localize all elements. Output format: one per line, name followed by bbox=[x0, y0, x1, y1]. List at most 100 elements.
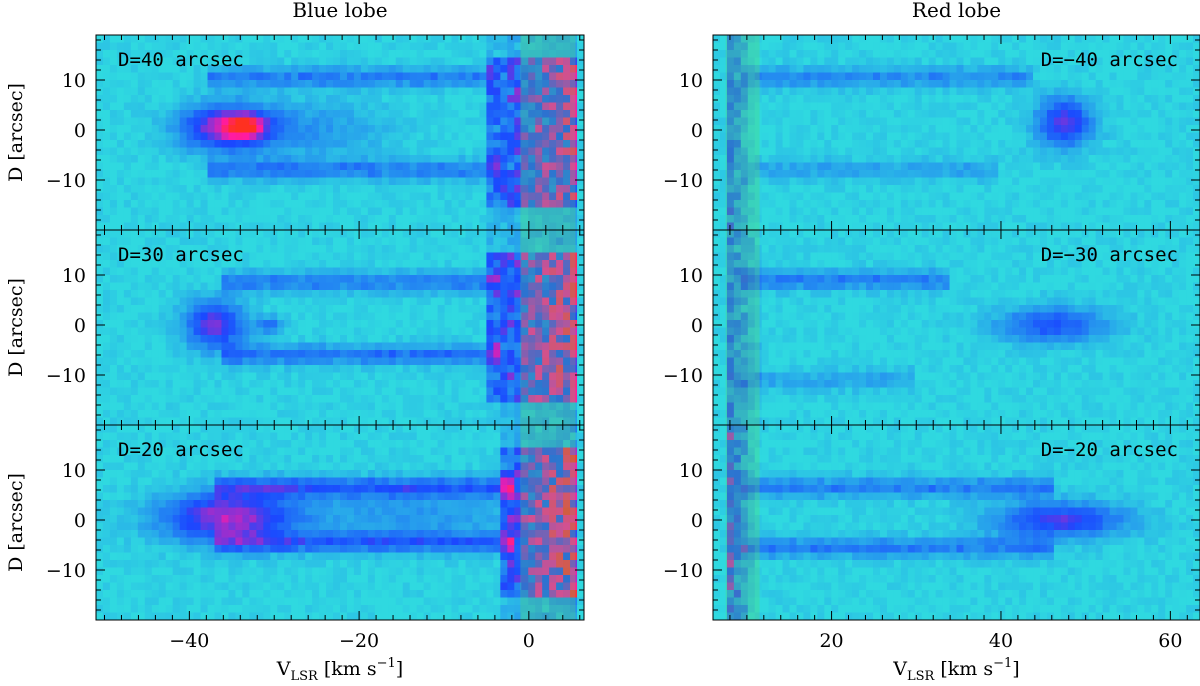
heatmap-cell bbox=[514, 222, 522, 231]
heatmap-cell bbox=[130, 365, 139, 373]
heatmap-cell bbox=[137, 537, 146, 546]
heatmap-cell bbox=[242, 222, 250, 231]
heatmap-cell bbox=[221, 297, 229, 306]
heatmap-cell bbox=[500, 455, 508, 463]
heatmap-cell bbox=[193, 132, 202, 141]
heatmap-cell bbox=[528, 470, 536, 478]
heatmap-cell bbox=[151, 335, 160, 343]
heatmap-cell bbox=[353, 57, 362, 66]
heatmap-cell bbox=[179, 365, 188, 373]
heatmap-cell bbox=[123, 357, 132, 366]
heatmap-cell bbox=[333, 320, 341, 328]
heatmap-cell bbox=[465, 267, 473, 276]
heatmap-cell bbox=[444, 110, 453, 118]
heatmap-cell bbox=[577, 425, 585, 433]
heatmap-cell bbox=[570, 290, 578, 298]
heatmap-cell bbox=[528, 95, 536, 103]
heatmap-cell bbox=[360, 327, 369, 336]
heatmap-cell bbox=[179, 447, 188, 456]
heatmap-cell bbox=[465, 477, 473, 486]
heatmap-cell bbox=[137, 305, 146, 313]
heatmap-cell bbox=[423, 207, 432, 216]
heatmap-cell bbox=[486, 350, 494, 358]
heatmap-cell bbox=[451, 327, 460, 336]
heatmap-cell bbox=[242, 65, 250, 73]
heatmap-cell bbox=[207, 290, 216, 298]
heatmap-cell bbox=[165, 537, 174, 546]
heatmap-cell bbox=[563, 192, 571, 201]
heatmap-cell bbox=[116, 237, 125, 246]
heatmap-cell bbox=[402, 440, 411, 448]
heatmap-cell bbox=[444, 342, 453, 351]
heatmap-cell bbox=[263, 207, 271, 216]
heatmap-cell bbox=[130, 342, 139, 351]
heatmap-cell bbox=[214, 530, 222, 538]
heatmap-cell bbox=[228, 455, 236, 463]
heatmap-cell bbox=[472, 245, 480, 253]
heatmap-cell bbox=[172, 222, 181, 231]
heatmap-cell bbox=[242, 95, 250, 103]
heatmap-cell bbox=[228, 260, 236, 268]
heatmap-cell bbox=[137, 530, 146, 538]
heatmap-cell bbox=[284, 305, 292, 313]
heatmap-cell bbox=[165, 155, 174, 163]
heatmap-cell bbox=[521, 440, 529, 448]
heatmap-cell bbox=[577, 275, 585, 283]
heatmap-cell bbox=[137, 462, 146, 471]
heatmap-cell bbox=[319, 425, 327, 433]
heatmap-cell bbox=[507, 282, 515, 291]
heatmap-cell bbox=[437, 425, 446, 433]
heatmap-cell bbox=[116, 245, 125, 253]
heatmap-cell bbox=[116, 425, 125, 433]
heatmap-cell bbox=[172, 200, 181, 208]
heatmap-cell bbox=[179, 207, 188, 216]
heatmap-cell bbox=[256, 72, 264, 81]
heatmap-cell bbox=[381, 320, 390, 328]
heatmap-cell bbox=[277, 267, 285, 276]
heatmap-cell bbox=[235, 522, 243, 531]
heatmap-cell bbox=[256, 117, 264, 126]
heatmap-cell bbox=[479, 410, 487, 418]
heatmap-cell bbox=[270, 410, 278, 418]
heatmap-cell bbox=[130, 252, 139, 261]
heatmap-cell bbox=[200, 470, 209, 478]
heatmap-cell bbox=[151, 192, 160, 201]
heatmap-cell bbox=[528, 485, 536, 493]
heatmap-cell bbox=[570, 245, 578, 253]
heatmap-cell bbox=[319, 252, 327, 261]
heatmap-cell bbox=[263, 72, 271, 81]
heatmap-cell bbox=[388, 335, 397, 343]
heatmap-cell bbox=[326, 102, 334, 111]
heatmap-cell bbox=[298, 312, 306, 321]
heatmap-cell bbox=[402, 200, 411, 208]
heatmap-cell bbox=[423, 380, 432, 388]
heatmap-cell bbox=[235, 470, 243, 478]
heatmap-cell bbox=[284, 440, 292, 448]
heatmap-cell bbox=[556, 207, 564, 216]
heatmap-cell bbox=[186, 42, 195, 51]
heatmap-cell bbox=[374, 237, 383, 246]
heatmap-cell bbox=[500, 320, 508, 328]
heatmap-cell bbox=[96, 95, 104, 103]
heatmap-cell bbox=[109, 335, 118, 343]
heatmap-cell bbox=[235, 35, 243, 43]
heatmap-cell bbox=[256, 515, 264, 523]
heatmap-cell bbox=[493, 80, 501, 88]
heatmap-cell bbox=[395, 72, 404, 81]
y-tick-label: 0 bbox=[74, 315, 86, 337]
heatmap-cell bbox=[340, 132, 348, 141]
heatmap-cell bbox=[528, 50, 536, 58]
heatmap-cell bbox=[507, 125, 515, 133]
heatmap-cell bbox=[493, 440, 501, 448]
heatmap-cell bbox=[228, 515, 236, 523]
heatmap-cell bbox=[493, 515, 501, 523]
heatmap-cell bbox=[388, 500, 397, 508]
heatmap-cell bbox=[549, 425, 557, 433]
heatmap-cell bbox=[228, 147, 236, 156]
heatmap-cell bbox=[333, 260, 341, 268]
y-tick-label: −10 bbox=[46, 170, 86, 192]
heatmap-cell bbox=[353, 35, 362, 43]
heatmap-cell bbox=[235, 162, 243, 171]
heatmap-cell bbox=[437, 410, 446, 418]
heatmap-cell bbox=[305, 380, 313, 388]
